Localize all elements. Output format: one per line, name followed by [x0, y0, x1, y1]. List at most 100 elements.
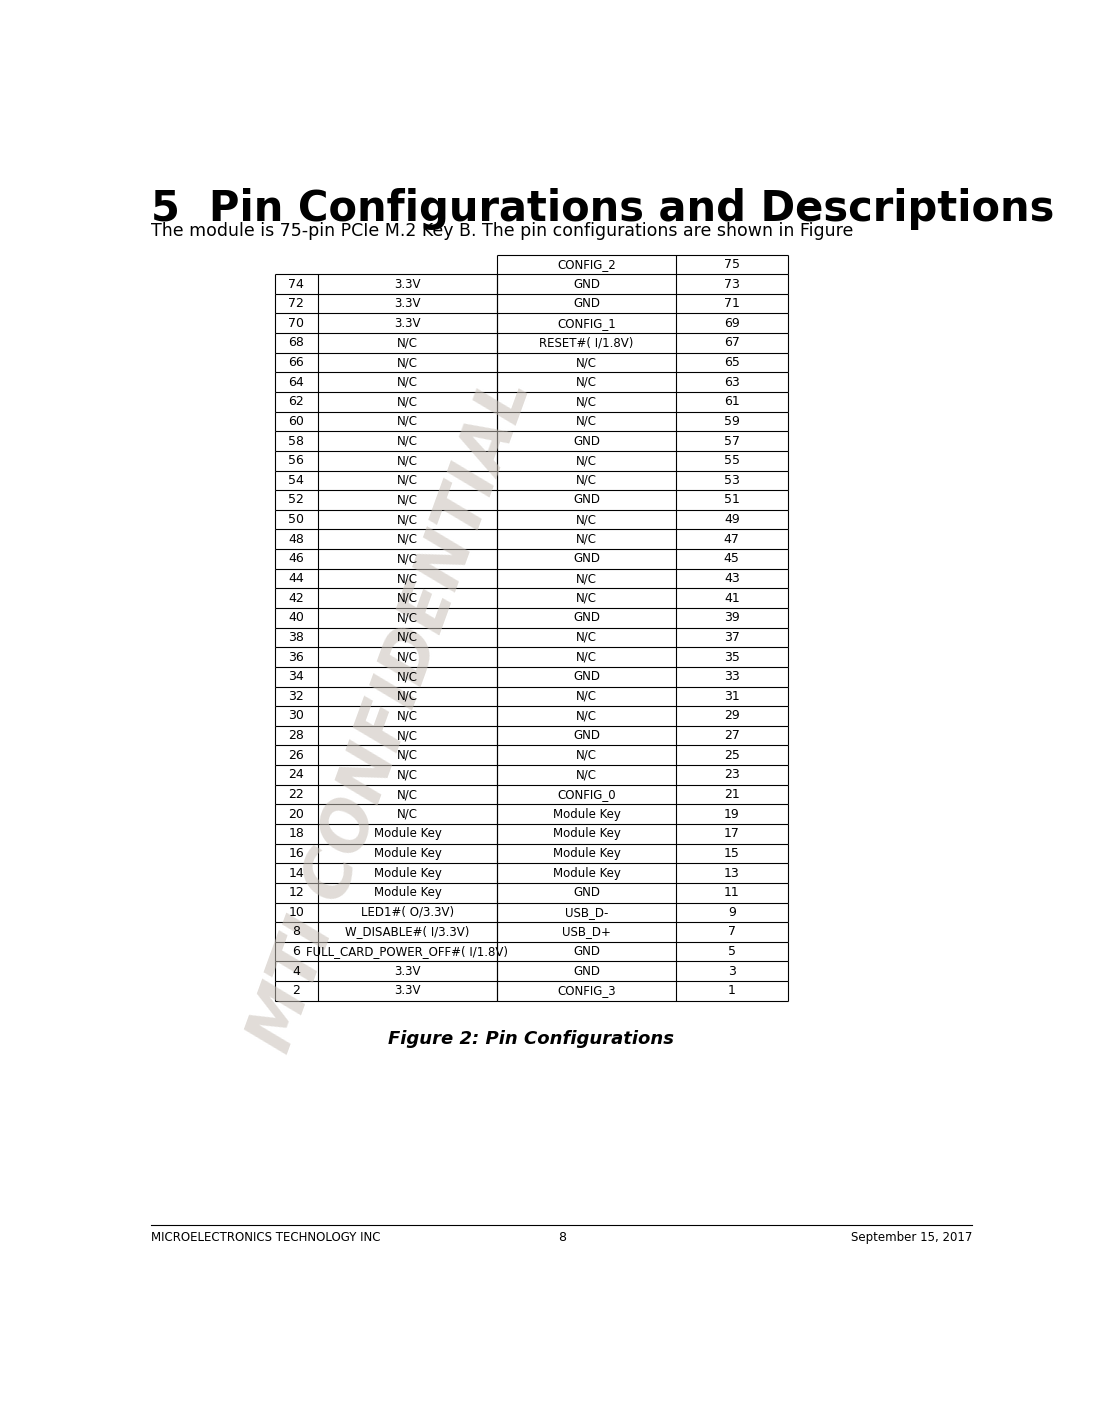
Text: N/C: N/C	[576, 414, 597, 428]
Text: N/C: N/C	[397, 768, 418, 782]
Text: 45: 45	[723, 552, 740, 565]
Text: N/C: N/C	[397, 651, 418, 664]
Text: 58: 58	[288, 434, 305, 448]
Text: 42: 42	[288, 592, 304, 604]
Text: N/C: N/C	[397, 533, 418, 545]
Text: N/C: N/C	[397, 376, 418, 389]
Text: N/C: N/C	[397, 454, 418, 468]
Text: N/C: N/C	[397, 337, 418, 349]
Text: 48: 48	[288, 533, 305, 545]
Text: 40: 40	[288, 612, 305, 624]
Text: 46: 46	[288, 552, 304, 565]
Text: 8: 8	[558, 1230, 566, 1244]
Text: GND: GND	[573, 728, 600, 743]
Text: 19: 19	[724, 807, 740, 820]
Text: 62: 62	[288, 396, 304, 409]
Text: CONFIG_0: CONFIG_0	[557, 788, 616, 800]
Text: 38: 38	[288, 631, 305, 644]
Text: 34: 34	[288, 671, 304, 683]
Text: GND: GND	[573, 434, 600, 448]
Text: The module is 75-pin PCIe M.2 Key B. The pin configurations are shown in Figure: The module is 75-pin PCIe M.2 Key B. The…	[151, 223, 854, 240]
Text: LED1#( O/3.3V): LED1#( O/3.3V)	[361, 906, 454, 919]
Text: N/C: N/C	[576, 592, 597, 604]
Text: 72: 72	[288, 297, 305, 310]
Text: 43: 43	[724, 572, 740, 585]
Text: N/C: N/C	[576, 473, 597, 488]
Text: 3.3V: 3.3V	[395, 317, 421, 330]
Text: 3.3V: 3.3V	[395, 985, 421, 998]
Text: 49: 49	[724, 513, 740, 526]
Text: N/C: N/C	[576, 356, 597, 369]
Text: N/C: N/C	[397, 788, 418, 800]
Text: 29: 29	[724, 710, 740, 723]
Text: 63: 63	[724, 376, 740, 389]
Text: 26: 26	[288, 748, 304, 762]
Text: 54: 54	[288, 473, 305, 488]
Text: 1: 1	[728, 985, 735, 998]
Text: 22: 22	[288, 788, 304, 800]
Text: FULL_CARD_POWER_OFF#( I/1.8V): FULL_CARD_POWER_OFF#( I/1.8V)	[307, 945, 509, 958]
Text: 31: 31	[724, 690, 740, 703]
Text: 25: 25	[723, 748, 740, 762]
Text: 2: 2	[293, 985, 300, 998]
Text: Module Key: Module Key	[374, 867, 442, 879]
Text: 3.3V: 3.3V	[395, 965, 421, 978]
Text: N/C: N/C	[576, 631, 597, 644]
Text: 75: 75	[723, 258, 740, 271]
Text: N/C: N/C	[397, 434, 418, 448]
Text: 3.3V: 3.3V	[395, 297, 421, 310]
Text: N/C: N/C	[576, 533, 597, 545]
Text: 7: 7	[728, 926, 735, 938]
Text: N/C: N/C	[576, 454, 597, 468]
Text: N/C: N/C	[576, 376, 597, 389]
Text: GND: GND	[573, 671, 600, 683]
Text: 57: 57	[723, 434, 740, 448]
Text: USB_D+: USB_D+	[562, 926, 610, 938]
Text: 39: 39	[724, 612, 740, 624]
Text: 23: 23	[724, 768, 740, 782]
Text: GND: GND	[573, 886, 600, 899]
Text: 36: 36	[288, 651, 304, 664]
Text: N/C: N/C	[576, 768, 597, 782]
Text: N/C: N/C	[397, 748, 418, 762]
Text: GND: GND	[573, 552, 600, 565]
Text: 5  Pin Configurations and Descriptions: 5 Pin Configurations and Descriptions	[151, 187, 1054, 230]
Text: N/C: N/C	[397, 807, 418, 820]
Text: Module Key: Module Key	[552, 847, 620, 859]
Text: 70: 70	[288, 317, 305, 330]
Text: 6: 6	[293, 945, 300, 958]
Text: N/C: N/C	[576, 396, 597, 409]
Text: MICROELECTRONICS TECHNOLOGY INC: MICROELECTRONICS TECHNOLOGY INC	[151, 1230, 380, 1244]
Text: 37: 37	[723, 631, 740, 644]
Text: 56: 56	[288, 454, 305, 468]
Text: 64: 64	[288, 376, 304, 389]
Text: 12: 12	[288, 886, 304, 899]
Text: 32: 32	[288, 690, 304, 703]
Text: N/C: N/C	[397, 671, 418, 683]
Text: N/C: N/C	[397, 710, 418, 723]
Text: Module Key: Module Key	[374, 886, 442, 899]
Text: GND: GND	[573, 945, 600, 958]
Text: 74: 74	[288, 278, 305, 290]
Text: 59: 59	[723, 414, 740, 428]
Text: GND: GND	[573, 278, 600, 290]
Text: 55: 55	[723, 454, 740, 468]
Text: CONFIG_2: CONFIG_2	[557, 258, 616, 271]
Text: 8: 8	[293, 926, 300, 938]
Text: 20: 20	[288, 807, 305, 820]
Text: 44: 44	[288, 572, 304, 585]
Text: CONFIG_1: CONFIG_1	[557, 317, 616, 330]
Text: 68: 68	[288, 337, 305, 349]
Text: Module Key: Module Key	[374, 847, 442, 859]
Text: Module Key: Module Key	[552, 867, 620, 879]
Text: GND: GND	[573, 493, 600, 506]
Text: CONFIG_3: CONFIG_3	[557, 985, 616, 998]
Text: N/C: N/C	[576, 651, 597, 664]
Text: N/C: N/C	[397, 513, 418, 526]
Text: 24: 24	[288, 768, 304, 782]
Text: 3: 3	[728, 965, 735, 978]
Text: 71: 71	[723, 297, 740, 310]
Text: N/C: N/C	[397, 414, 418, 428]
Text: 17: 17	[723, 827, 740, 840]
Text: N/C: N/C	[576, 710, 597, 723]
